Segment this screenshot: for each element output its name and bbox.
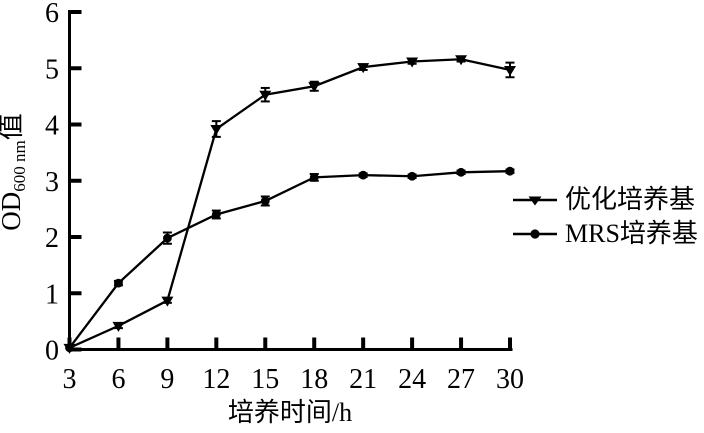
triangle-down-marker <box>161 296 174 307</box>
circle-line-swatch-icon <box>513 229 557 239</box>
circle-marker <box>358 170 368 180</box>
y-tick-label: 5 <box>45 54 59 85</box>
x-tick-label: 15 <box>251 364 279 395</box>
x-tick-label: 27 <box>447 364 475 395</box>
y-tick-label: 0 <box>45 336 59 367</box>
legend-label-mrs-medium: MRS培养基 <box>565 219 698 248</box>
series-line-0 <box>69 58 511 349</box>
x-tick-label: 21 <box>349 364 377 395</box>
circle-marker <box>505 166 515 176</box>
x-tick-label: 18 <box>300 364 328 395</box>
triangle-down-marker <box>259 90 272 101</box>
x-tick-label: 3 <box>63 364 77 395</box>
series-line-1 <box>68 170 511 349</box>
x-tick-label: 6 <box>111 364 125 395</box>
legend-item-mrs-medium: MRS培养基 <box>512 217 698 251</box>
triangle-down-marker <box>406 57 419 68</box>
x-tick-label: 30 <box>496 364 524 395</box>
x-axis-title: 培养时间/h <box>227 398 353 427</box>
circle-marker <box>260 196 270 206</box>
circle-marker <box>309 172 319 182</box>
triangle-line-swatch-icon <box>513 196 557 206</box>
triangle-down-marker <box>504 65 516 76</box>
y-axis-title-suffix: 值 <box>0 113 26 140</box>
triangle-down-marker <box>308 82 321 93</box>
triangle-down-marker <box>455 55 468 66</box>
circle-marker <box>407 171 417 181</box>
y-axis-title-subscript: 600 nm <box>10 140 29 192</box>
x-tick-label: 9 <box>160 364 174 395</box>
y-tick-label: 2 <box>45 223 59 254</box>
x-tick-label: 24 <box>398 364 426 395</box>
y-tick-label: 1 <box>45 279 59 310</box>
triangle-down-marker <box>357 63 370 74</box>
y-axis-title: OD600 nm值 <box>0 113 29 231</box>
legend-label-optimized-medium: 优化培养基 <box>565 185 696 214</box>
y-tick-label: 4 <box>45 111 59 142</box>
circle-marker <box>65 343 74 353</box>
y-tick-label: 3 <box>45 167 59 198</box>
circle-marker <box>211 210 221 219</box>
y-tick-label: 6 <box>45 0 59 29</box>
circle-marker <box>162 233 172 243</box>
circle-marker <box>114 278 123 288</box>
circle-marker <box>456 167 466 177</box>
legend-item-optimized-medium: 优化培养基 <box>512 183 698 217</box>
y-axis-title-prefix: OD <box>0 191 26 231</box>
legend: 优化培养基 MRS培养基 <box>512 183 698 251</box>
x-tick-label: 12 <box>202 364 230 395</box>
triangle-down-marker <box>112 321 125 332</box>
triangle-down-marker <box>210 125 223 135</box>
